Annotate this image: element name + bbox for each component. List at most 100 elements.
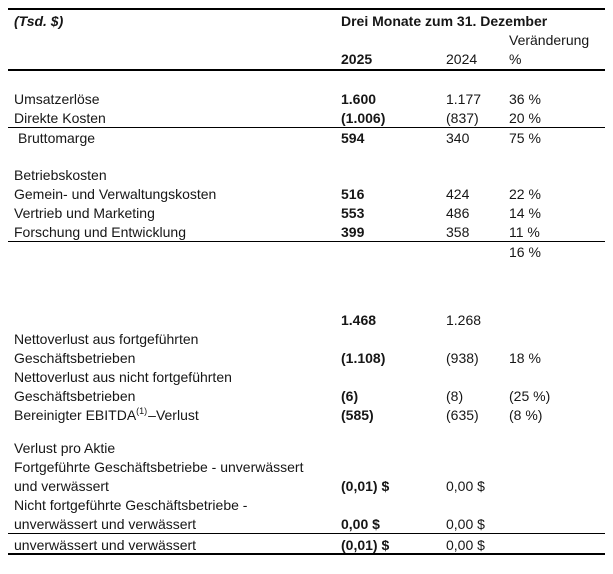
row-label: unverwässert und verwässert [14, 537, 197, 553]
value-change: 14 % [509, 205, 541, 221]
row-label: unverwässert und verwässert [14, 516, 197, 532]
table-row: 1.468 1.268 [8, 311, 605, 330]
value-2024 [446, 330, 509, 349]
value-2024: 0,00 $ [446, 516, 485, 532]
value-2024 [446, 496, 509, 515]
value-2024 [446, 425, 509, 439]
row-label: Umsatzerlöse [14, 91, 100, 107]
value-change [509, 496, 605, 515]
table-row: Vertrieb und Marketing 553 486 14 % [8, 204, 605, 223]
row-label-text: –Verlust [148, 407, 199, 423]
value-2025 [341, 166, 446, 185]
period-title: Drei Monate zum 31. Dezember [341, 13, 548, 29]
value-2024: 358 [446, 224, 470, 240]
value-change: 36 % [509, 91, 541, 107]
value-2024: 1.177 [446, 91, 482, 107]
value-2024: 340 [446, 130, 470, 146]
row-label: Bereinigter EBITDA(1)–Verlust [8, 406, 341, 425]
table-row: Gemein- und Verwaltungskosten 516 424 22 % [8, 185, 605, 204]
column-header-2025: 2025 [341, 51, 373, 67]
value-2025: (6) [341, 388, 359, 404]
column-header-2024: 2024 [446, 51, 478, 67]
value-2025 [341, 330, 446, 349]
value-change: 18 % [509, 350, 541, 366]
row-label: Betriebskosten [14, 167, 107, 183]
table-row [8, 425, 605, 439]
value-2024: 486 [446, 205, 470, 221]
row-label: Vertrieb und Marketing [14, 205, 155, 221]
value-2025: 1.468 [341, 312, 377, 328]
value-change [509, 71, 605, 90]
row-label [8, 311, 341, 330]
value-2024 [446, 243, 509, 262]
table-row: Geschäftsbetrieben (6) (8) (25 %) [8, 387, 605, 406]
value-change [509, 261, 605, 311]
row-label: Nicht fortgeführte Geschäftsbetriebe - [14, 497, 248, 513]
header-row-1: (Tsd. $) Drei Monate zum 31. Dezember [8, 12, 605, 31]
value-change [509, 147, 605, 166]
row-label: Nettoverlust aus fortgeführten [14, 331, 199, 347]
value-2024 [446, 439, 509, 458]
table-row: 16 % [8, 242, 605, 261]
value-change: 11 % [509, 224, 540, 240]
value-2025: (0,01) $ [341, 537, 390, 553]
value-change: 22 % [509, 186, 541, 202]
table-row: und verwässert (0,01) $ 0,00 $ [8, 477, 605, 496]
income-statement-table: (Tsd. $) Drei Monate zum 31. Dezember Ve… [8, 8, 605, 555]
value-2024 [446, 261, 509, 311]
value-change [509, 477, 605, 496]
percent-column-label: % [509, 51, 522, 67]
value-change: (8 %) [509, 407, 543, 423]
row-label: Fortgeführte Geschäftsbetriebe - unverwä… [14, 459, 304, 475]
value-2025 [341, 261, 446, 311]
table-row: Nettoverlust aus nicht fortgeführten [8, 368, 605, 387]
value-2024 [446, 71, 509, 90]
table-body: Umsatzerlöse 1.600 1.177 36 % Direkte Kosten… [8, 71, 605, 555]
value-change: 16 % [509, 244, 541, 260]
value-2025: (0,01) $ [341, 478, 390, 494]
table-row [8, 147, 605, 166]
table-row: Forschung und Entwicklung 399 358 11 % [8, 223, 605, 242]
value-2024: (8) [446, 388, 464, 404]
row-label: und verwässert [14, 478, 109, 494]
value-2025 [341, 147, 446, 166]
value-change: 20 % [509, 110, 541, 126]
value-2024: 1.268 [446, 312, 482, 328]
value-change: 75 % [509, 130, 541, 146]
value-2025: 399 [341, 224, 365, 240]
value-2025 [341, 458, 446, 477]
value-2025 [341, 243, 446, 262]
table-row: unverwässert und verwässert (0,01) $ 0,00 … [8, 534, 605, 555]
unit-label: (Tsd. $) [14, 13, 64, 29]
table-row [8, 71, 605, 90]
table-row: Bruttomarge 594 340 75 % [8, 128, 605, 147]
value-2025: (1.006) [341, 110, 386, 126]
row-label: Verlust pro Aktie [14, 440, 116, 456]
value-2024 [446, 368, 509, 387]
table-row: Verlust pro Aktie [8, 439, 605, 458]
value-2024: 0,00 $ [446, 478, 485, 494]
row-label: Nettoverlust aus nicht fortgeführten [14, 369, 232, 385]
value-2025 [341, 71, 446, 90]
row-label: Forschung und Entwicklung [14, 224, 186, 240]
table-row: Bereinigter EBITDA(1)–Verlust (585) (635)(… [8, 406, 605, 425]
table-row: Nicht fortgeführte Geschäftsbetriebe - [8, 496, 605, 515]
row-label [8, 261, 341, 311]
value-change [509, 535, 605, 556]
table-row: Fortgeführte Geschäftsbetriebe - unverwä… [8, 458, 605, 477]
value-change [509, 368, 605, 387]
value-2025 [341, 368, 446, 387]
row-label [8, 71, 341, 90]
value-2025: (1.108) [341, 350, 386, 366]
value-2025: (585) [341, 407, 374, 423]
row-label: Geschäftsbetrieben [14, 350, 136, 366]
value-2024: (938) [446, 350, 479, 366]
row-label [8, 147, 341, 166]
value-2024 [446, 458, 509, 477]
value-2024 [446, 147, 509, 166]
row-label: Gemein- und Verwaltungskosten [14, 186, 217, 202]
value-change [509, 425, 605, 439]
value-change [509, 166, 605, 185]
value-change [509, 515, 605, 534]
